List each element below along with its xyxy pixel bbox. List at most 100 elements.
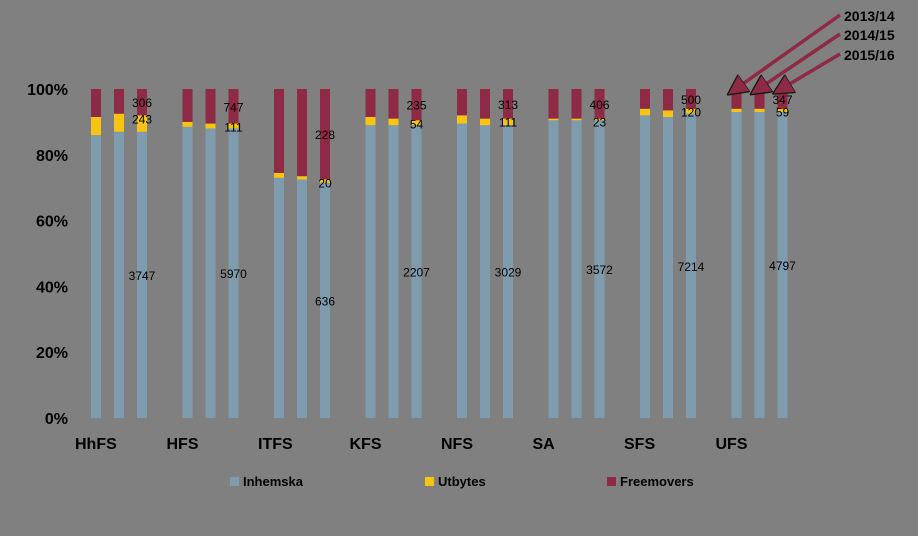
bar-segment-utbytes <box>365 116 376 126</box>
bar-segment-inhemska <box>274 177 284 418</box>
data-label-freemovers: 406 <box>589 98 609 112</box>
data-label-inhemska: 2207 <box>403 266 430 280</box>
bar-segment-inhemska <box>137 131 147 418</box>
bar-segment-freemovers <box>137 89 147 116</box>
bar-segment-inhemska <box>457 123 467 419</box>
data-label-utbytes: 59 <box>776 106 790 120</box>
data-label-freemovers: 500 <box>681 93 701 107</box>
bar-segment-utbytes <box>114 113 124 132</box>
bar-segment-utbytes <box>777 108 788 113</box>
bar-segment-freemovers <box>503 89 513 119</box>
bar-segment-freemovers <box>640 89 650 109</box>
data-label-freemovers: 747 <box>223 100 243 114</box>
bar-segment-inhemska <box>754 112 765 418</box>
x-category-label: SFS <box>624 436 655 453</box>
data-label-inhemska: 3029 <box>495 266 522 280</box>
bar-segment-utbytes <box>182 121 193 127</box>
bar-segment-freemovers <box>91 89 101 117</box>
data-label-freemovers: 235 <box>406 99 426 113</box>
bar-segment-inhemska <box>182 126 193 419</box>
legend-swatch <box>607 477 616 486</box>
y-tick-label: 20% <box>36 345 68 362</box>
data-label-utbytes: 111 <box>499 116 518 130</box>
legend-label: Inhemska <box>243 474 304 489</box>
bar-segment-utbytes <box>686 108 696 114</box>
bar-segment-freemovers <box>548 89 559 119</box>
bar-segment-utbytes <box>137 115 147 132</box>
bar-segment-utbytes <box>411 120 422 126</box>
bar-segment-inhemska <box>663 116 673 418</box>
data-label-inhemska: 7214 <box>678 260 705 274</box>
legend-label: Utbytes <box>438 474 486 489</box>
bar-segment-utbytes <box>548 118 559 121</box>
x-category-label: KFS <box>350 436 382 453</box>
bar-segment-utbytes <box>480 118 490 126</box>
legend-swatch <box>425 477 434 486</box>
x-category-label: ITFS <box>258 436 293 453</box>
bar-segment-freemovers <box>182 89 193 122</box>
x-category-label: SA <box>533 436 556 453</box>
bar-segment-inhemska <box>91 135 101 418</box>
bar-segment-utbytes <box>91 116 101 136</box>
x-category-label: NFS <box>441 436 473 453</box>
bar-segment-freemovers <box>754 89 765 109</box>
bar-segment-utbytes <box>297 176 307 180</box>
bar-segment-freemovers <box>388 89 399 119</box>
bar-segment-inhemska <box>480 125 490 418</box>
x-category-label: HFS <box>167 436 199 453</box>
bar-segment-utbytes <box>594 118 605 121</box>
data-label-inhemska: 3572 <box>586 263 613 277</box>
bar-segment-inhemska <box>777 112 788 418</box>
bar-segment-freemovers <box>297 89 307 177</box>
y-tick-label: 40% <box>36 279 68 296</box>
bar-segment-utbytes <box>754 108 765 113</box>
bar-segment-inhemska <box>503 125 513 418</box>
bar-segment-inhemska <box>686 113 696 419</box>
bar-segment-freemovers <box>365 89 376 117</box>
bar-segment-freemovers <box>663 89 673 111</box>
y-tick-label: 0% <box>45 411 68 428</box>
bar-segment-utbytes <box>274 172 284 178</box>
data-label-utbytes: 120 <box>681 106 701 120</box>
bar-segment-freemovers <box>411 89 422 121</box>
data-label-utbytes: 243 <box>132 112 152 126</box>
bar-segment-freemovers <box>571 89 582 119</box>
bar-segment-freemovers <box>228 89 239 124</box>
bar-segment-inhemska <box>114 131 124 418</box>
bar-segment-freemovers <box>480 89 490 119</box>
year-annotation: 2015/16 <box>844 47 895 63</box>
year-annotation: 2013/14 <box>844 8 895 24</box>
data-label-inhemska: 4797 <box>769 259 796 273</box>
y-tick-label: 100% <box>27 82 68 99</box>
annotation-arrow <box>785 52 841 87</box>
bar-segment-freemovers <box>205 89 216 124</box>
bar-segment-utbytes <box>228 123 239 129</box>
bar-segment-freemovers <box>594 89 605 119</box>
bar-segment-inhemska <box>365 125 376 418</box>
data-label-utbytes: 23 <box>593 116 607 130</box>
annotation-arrow <box>739 13 842 87</box>
data-label-freemovers: 228 <box>315 128 335 142</box>
bar-segment-utbytes <box>503 118 513 126</box>
bar-segment-freemovers <box>114 89 124 114</box>
bar-segment-utbytes <box>205 123 216 129</box>
bar-segment-inhemska <box>228 128 239 419</box>
data-label-inhemska: 3747 <box>129 269 156 283</box>
x-category-label: UFS <box>716 436 748 453</box>
bar-segment-utbytes <box>731 108 742 113</box>
data-label-inhemska: 5970 <box>220 267 247 281</box>
bar-segment-freemovers <box>320 89 330 180</box>
legend-swatch <box>230 477 239 486</box>
bar-segment-inhemska <box>731 112 742 418</box>
y-tick-label: 80% <box>36 148 68 165</box>
bar-segment-utbytes <box>640 108 650 116</box>
bar-segment-inhemska <box>594 120 605 418</box>
bar-segment-freemovers <box>686 89 696 109</box>
bar-segment-utbytes <box>571 118 582 121</box>
bar-segment-utbytes <box>320 179 330 183</box>
bar-segment-freemovers <box>731 89 742 109</box>
bar-segment-inhemska <box>205 128 216 419</box>
bar-segment-inhemska <box>411 125 422 418</box>
year-annotation: 2014/15 <box>844 27 895 43</box>
